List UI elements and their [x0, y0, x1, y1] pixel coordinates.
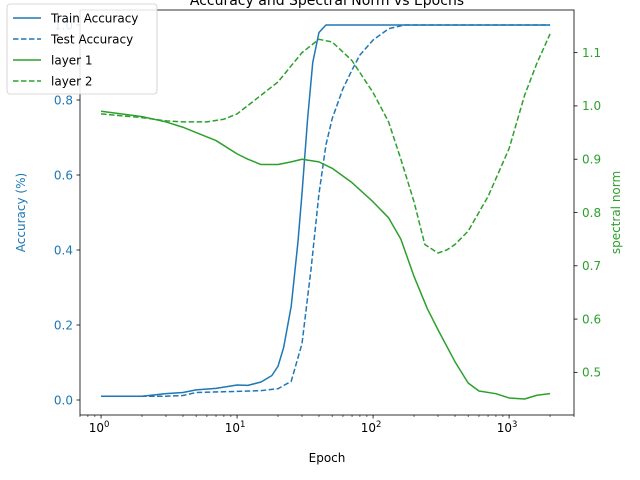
series-line-3 — [101, 33, 551, 254]
chart-title: Accuracy and Spectral Norm vs Epochs — [190, 0, 464, 9]
x-tick-label: 103 — [497, 420, 518, 435]
y-left-tick-label: 0.8 — [54, 93, 73, 107]
legend-label-2: layer 1 — [51, 54, 93, 68]
plot-area — [100, 24, 551, 400]
series-line-1 — [101, 24, 551, 397]
y-left-tick-label: 0.6 — [54, 168, 73, 182]
legend-label-3: layer 2 — [51, 75, 93, 89]
y-axis-left-label: Accuracy (%) — [14, 173, 28, 252]
x-tick-label: 101 — [225, 420, 246, 435]
y-left-tick-label: 0.4 — [54, 243, 73, 257]
x-tick-label: 100 — [89, 420, 110, 435]
legend-label-1: Test Accuracy — [50, 33, 133, 47]
series-line-0 — [101, 24, 551, 397]
legend: Train Accuracy Test Accuracy layer 1 layer … — [6, 3, 158, 95]
y-right-tick-label: 1.1 — [582, 46, 601, 60]
x-axis-label: Epoch — [309, 451, 346, 465]
series-line-2 — [100, 110, 551, 400]
y-left-tick-label: 0.0 — [54, 393, 73, 407]
y-right-tick-label: 0.8 — [582, 206, 601, 220]
y-right-tick-label: 1.0 — [582, 99, 601, 113]
y-right-tick-label: 0.9 — [582, 153, 601, 167]
legend-label-0: Train Accuracy — [50, 12, 138, 26]
x-tick-label: 102 — [361, 420, 382, 435]
axes: 100 101 102 103 0.0 0.2 0.4 0.6 0.8 1.0 0.5 0.6 0.7 0… — [54, 9, 601, 435]
y-left-tick-label: 0.2 — [54, 318, 73, 332]
y-axis-right-label: spectral norm — [609, 171, 623, 254]
y-right-tick-label: 0.6 — [582, 312, 601, 326]
legend-box — [6, 3, 158, 95]
y-right-tick-label: 0.5 — [582, 366, 601, 380]
y-right-tick-label: 0.7 — [582, 259, 601, 273]
